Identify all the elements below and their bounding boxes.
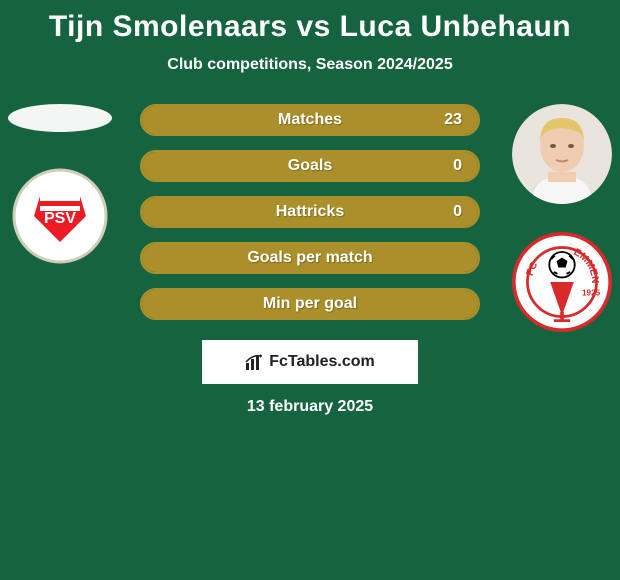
left-player-column: PSV [8, 104, 112, 266]
svg-text:1925: 1925 [582, 289, 601, 298]
stat-bar-value: 0 [453, 198, 462, 226]
stat-bar-label: Goals [142, 152, 478, 180]
right-club-badge: FC EMMEN 1925 [512, 232, 612, 332]
stat-bars: Matches 23 Goals 0 Hattricks 0 Goals per… [140, 104, 480, 320]
attribution-text: FcTables.com [269, 353, 375, 371]
stat-bar-matches: Matches 23 [140, 104, 480, 136]
left-club-badge: PSV [10, 166, 110, 266]
stat-bar-hattricks: Hattricks 0 [140, 196, 480, 228]
chart-icon [245, 353, 265, 371]
stat-bar-label: Min per goal [142, 290, 478, 318]
svg-text:PSV: PSV [44, 210, 76, 227]
right-player-photo [512, 104, 612, 204]
right-player-column: FC EMMEN 1925 [512, 104, 612, 332]
stat-bar-label: Goals per match [142, 244, 478, 272]
comparison-card: Tijn Smolenaars vs Luca Unbehaun Club co… [0, 0, 620, 580]
page-title: Tijn Smolenaars vs Luca Unbehaun [0, 0, 620, 44]
stat-bar-minpergoal: Min per goal [140, 288, 480, 320]
date-text: 13 february 2025 [0, 398, 620, 416]
left-player-photo [8, 104, 112, 132]
stat-bar-goals: Goals 0 [140, 150, 480, 182]
stat-bar-value: 23 [444, 106, 462, 134]
stat-bar-label: Hattricks [142, 198, 478, 226]
content-area: PSV [0, 104, 620, 416]
stat-bar-value: 0 [453, 152, 462, 180]
page-subtitle: Club competitions, Season 2024/2025 [0, 56, 620, 74]
attribution-badge: FcTables.com [202, 340, 418, 384]
stat-bar-goalspermatch: Goals per match [140, 242, 480, 274]
stat-bar-label: Matches [142, 106, 478, 134]
